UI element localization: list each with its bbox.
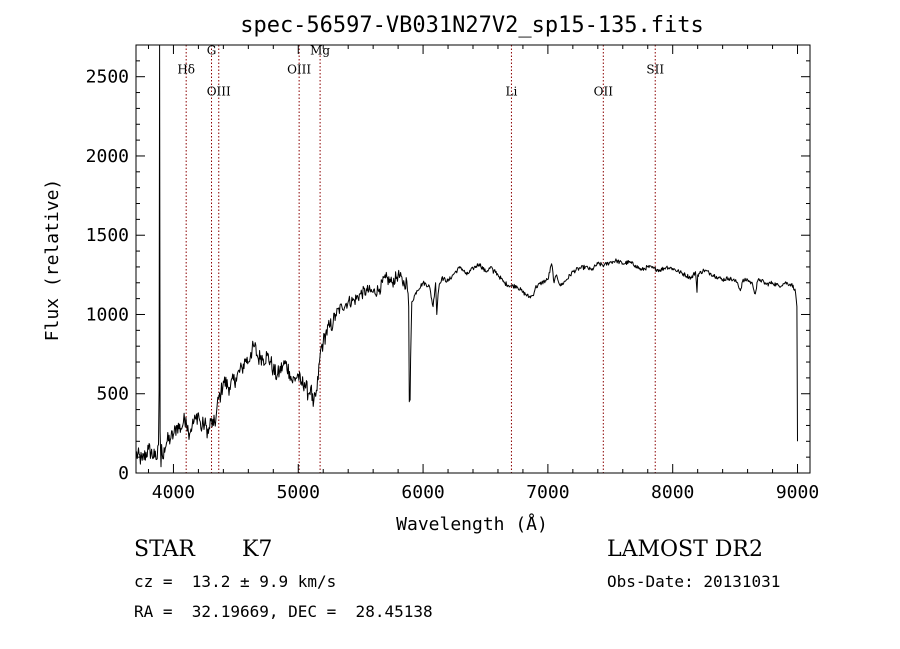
- chart-title: spec-56597-VB031N27V2_sp15-135.fits: [240, 13, 704, 38]
- y-tick-label: 500: [96, 384, 129, 405]
- subclass: K7: [242, 537, 273, 562]
- spectral-line-markers: Hδ G OIII OIII Mg Li OII SII: [177, 44, 664, 473]
- y-tick-label: 1000: [86, 304, 129, 325]
- axes-layer: 4000 5000 6000 7000 8000 9000 0 500 1000 1500 2000…: [86, 44, 819, 503]
- x-axis-label: Wavelength (Å): [396, 513, 548, 535]
- object-class: STAR: [134, 537, 195, 562]
- x-tick-label: 9000: [776, 482, 819, 503]
- x-tick-label: 6000: [401, 482, 444, 503]
- x-tick-label: 4000: [152, 482, 195, 503]
- line-marker-label: SII: [646, 63, 664, 77]
- survey-name: LAMOST DR2: [607, 537, 763, 562]
- line-marker-label: OIII: [287, 63, 311, 77]
- line-marker-label: OII: [594, 85, 614, 99]
- spectrum-layer: [135, 44, 798, 468]
- line-marker-label: Li: [506, 85, 518, 99]
- x-tick-label: 8000: [651, 482, 694, 503]
- line-marker-label: OIII: [207, 85, 231, 99]
- spectrum-line: [135, 44, 798, 468]
- y-tick-label: 0: [118, 463, 129, 484]
- line-marker-label: G: [207, 44, 217, 58]
- y-tick-label: 2000: [86, 146, 129, 167]
- redshift-value: cz = 13.2 ± 9.9 km/s: [134, 572, 337, 591]
- coordinates: RA = 32.19669, DEC = 28.45138: [134, 602, 433, 621]
- x-tick-label: 7000: [526, 482, 569, 503]
- y-tick-label: 2500: [86, 67, 129, 88]
- line-marker-label: Mg: [310, 44, 330, 58]
- line-marker-label: Hδ: [177, 63, 195, 77]
- plot-frame: [135, 44, 811, 474]
- y-axis-label: Flux (relative): [42, 179, 63, 342]
- observation-date: Obs-Date: 20131031: [607, 572, 781, 591]
- y-tick-label: 1500: [86, 225, 129, 246]
- x-tick-label: 5000: [277, 482, 320, 503]
